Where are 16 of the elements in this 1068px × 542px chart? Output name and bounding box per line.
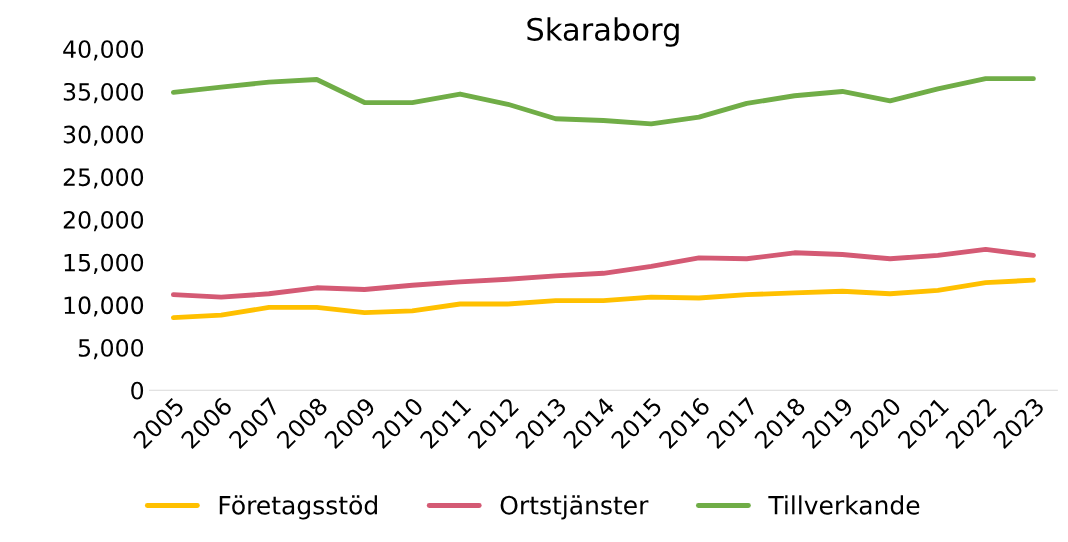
y-tick-label: 35,000 [63, 82, 144, 104]
legend-label: Tillverkande [768, 495, 920, 515]
y-tick-label: 10,000 [64, 296, 144, 317]
y-tick-label: 25,000 [63, 168, 144, 189]
legend-label: Företagsstöd [219, 495, 377, 520]
chart-title: Skaraborg [527, 17, 679, 47]
y-tick-label: 5,000 [78, 339, 144, 360]
line-series [170, 277, 1036, 321]
line-series [170, 76, 1036, 127]
y-tick-label: 30,000 [63, 125, 144, 146]
legend-label: Ortstjänster [500, 495, 649, 520]
y-tick-label: 15,000 [64, 253, 144, 274]
y-tick-label: 20,000 [63, 210, 144, 232]
line-series [170, 246, 1036, 300]
y-tick-label: 40,000 [63, 40, 144, 61]
y-tick-label: 0 [131, 381, 144, 400]
